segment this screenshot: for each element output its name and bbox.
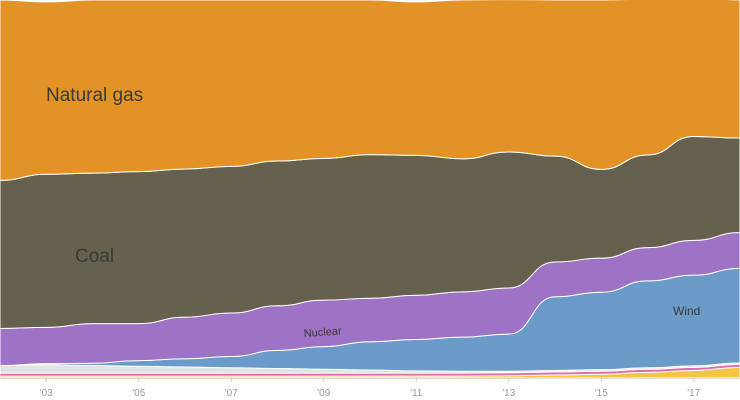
x-tick-label: '15 <box>595 388 608 399</box>
x-tick-label: '05 <box>132 388 145 399</box>
x-tick-label: '17 <box>687 388 700 399</box>
x-tick-label: '07 <box>225 388 238 399</box>
series-areas <box>0 0 740 379</box>
x-tick-label: '09 <box>317 388 330 399</box>
label-wind: Wind <box>673 304 700 318</box>
series-labels: Natural gas Coal Nuclear Wind <box>46 85 700 340</box>
label-natural-gas: Natural gas <box>46 85 143 106</box>
x-axis-ticks: '03 '05 '07 '09 '11 '13 '15 '17 <box>40 378 701 399</box>
x-tick-label: '03 <box>40 388 53 399</box>
label-coal: Coal <box>75 246 114 267</box>
x-tick-label: '11 <box>410 388 423 399</box>
x-tick-label: '13 <box>502 388 515 399</box>
label-nuclear: Nuclear <box>303 325 342 340</box>
